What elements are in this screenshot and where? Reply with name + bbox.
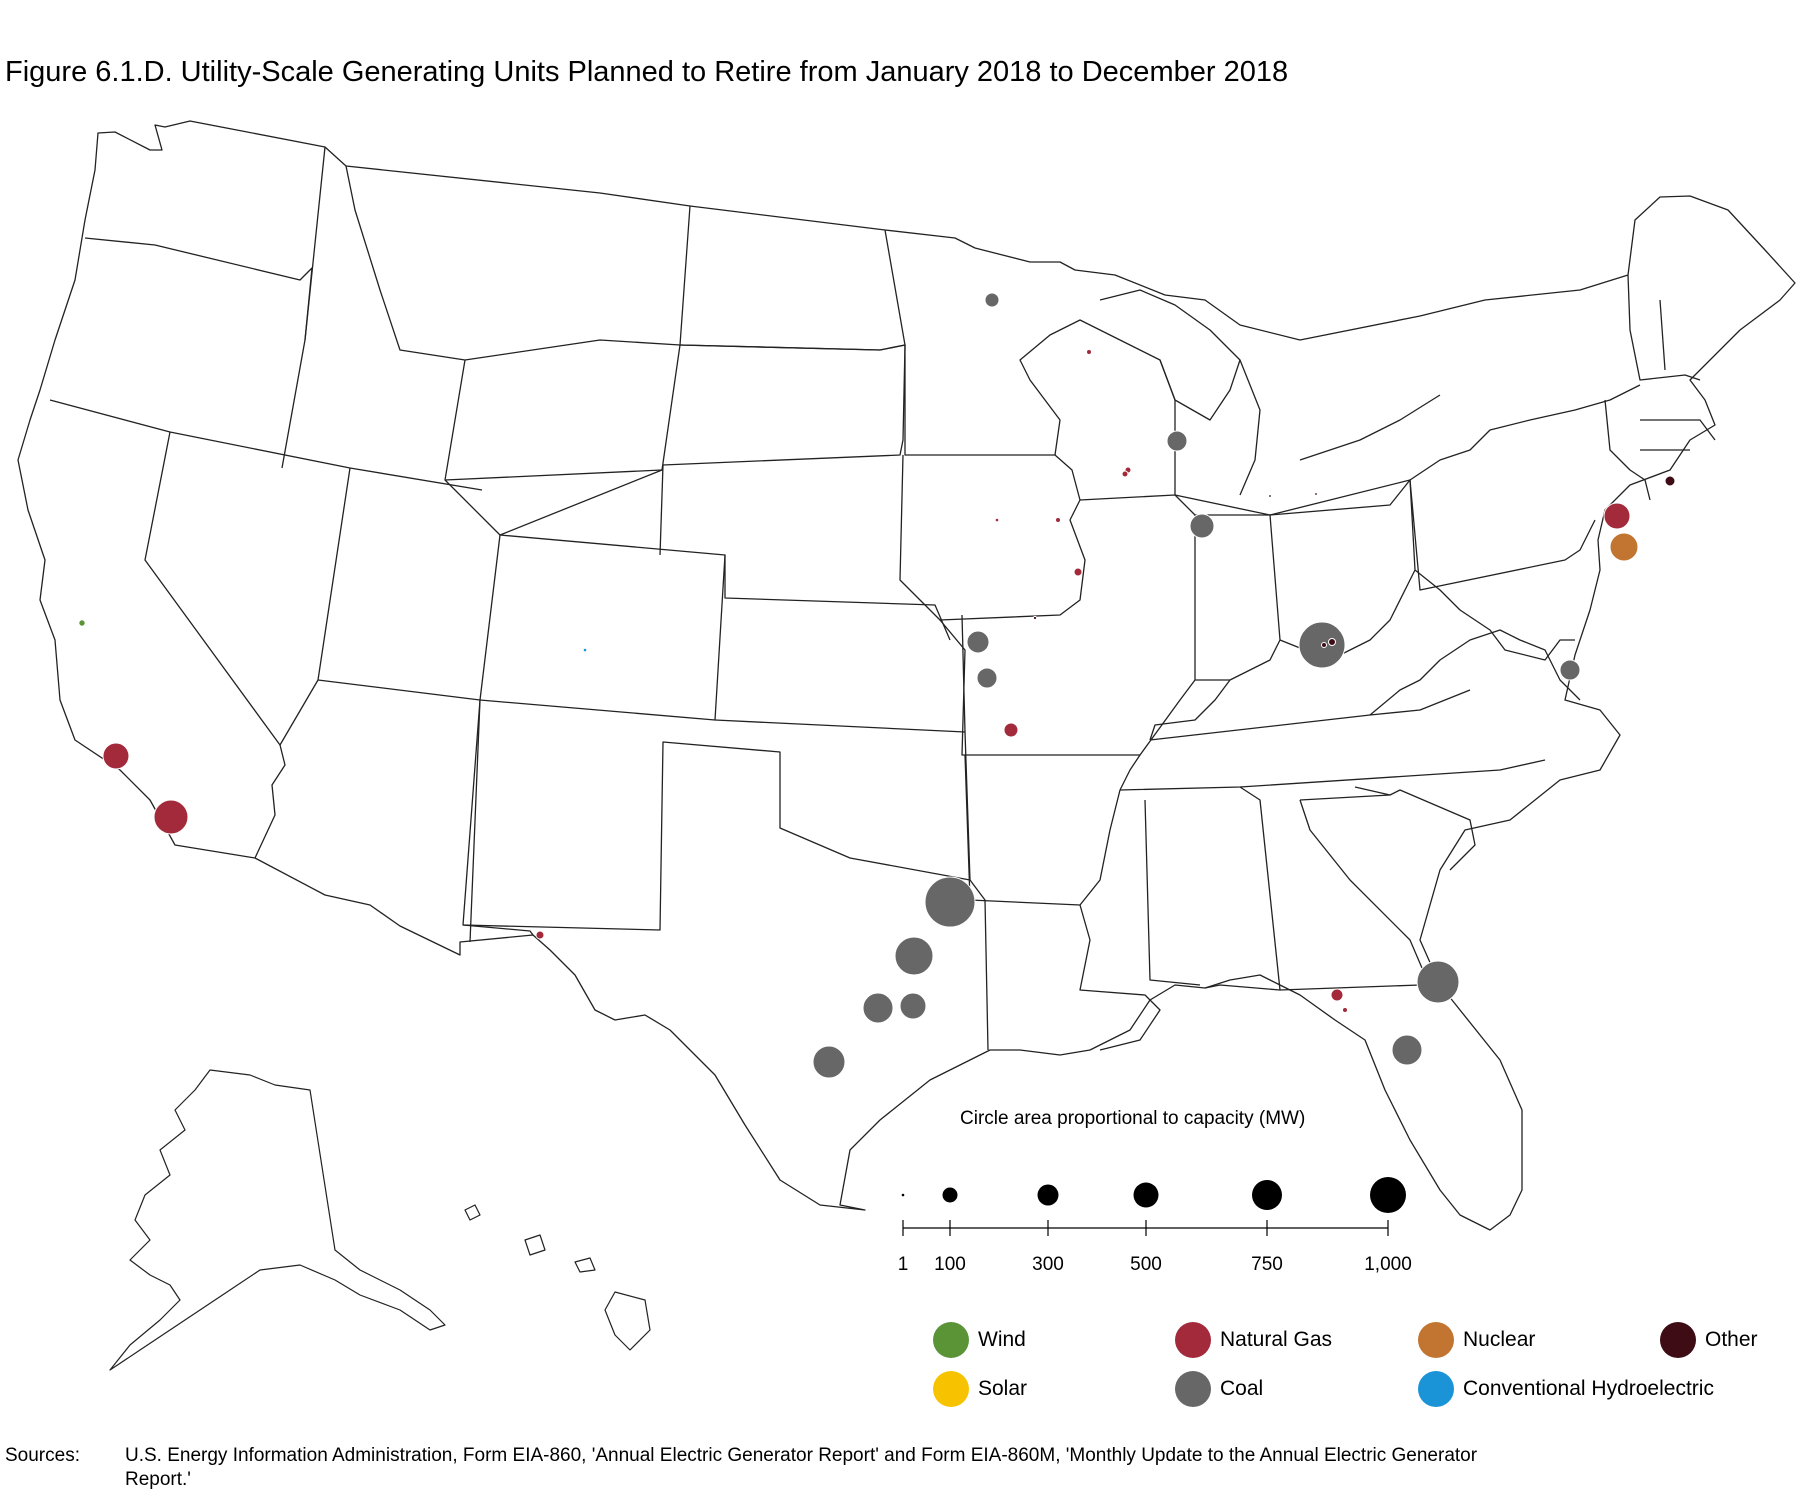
plant-natural-gas	[1055, 517, 1061, 523]
legend-item-solar: Solar	[933, 1371, 1027, 1407]
legend-swatch-hydro	[1418, 1371, 1454, 1407]
size-legend-circle-100	[942, 1187, 958, 1203]
size-legend-circle-1	[901, 1193, 905, 1197]
plant-coal	[812, 1045, 846, 1079]
plant-other	[1268, 494, 1272, 498]
plant-coal	[1189, 513, 1215, 539]
plant-natural-gas	[535, 930, 545, 940]
legend-label-hydro: Conventional Hydroelectric	[1463, 1377, 1714, 1400]
size-legend-label: 500	[1130, 1254, 1162, 1275]
plant-hydro	[582, 647, 588, 653]
plant-coal	[894, 936, 934, 976]
plant-coal	[924, 876, 976, 928]
legend-item-other: Other	[1660, 1322, 1758, 1358]
plant-other	[1328, 638, 1336, 646]
plant-natural-gas	[1330, 988, 1344, 1002]
legend-label-other: Other	[1705, 1328, 1758, 1351]
plant-natural-gas	[1121, 470, 1129, 478]
legend-swatch-natural-gas	[1175, 1322, 1211, 1358]
size-legend	[901, 1177, 1406, 1236]
legend-label-wind: Wind	[978, 1328, 1026, 1351]
plant-natural-gas	[1073, 567, 1083, 577]
plant-other	[1032, 615, 1038, 621]
plant-natural-gas	[1086, 349, 1092, 355]
plant-natural-gas	[1603, 502, 1631, 530]
size-legend-label: 100	[934, 1254, 966, 1275]
size-legend-title: Circle area proportional to capacity (MW…	[960, 1108, 1306, 1129]
plant-nuclear	[1609, 532, 1639, 562]
plant-coal	[966, 630, 990, 654]
size-legend-circle-500	[1133, 1182, 1159, 1208]
plant-wind	[78, 619, 86, 627]
sources-text: U.S. Energy Information Administration, …	[125, 1445, 1478, 1490]
plant-natural-gas	[1003, 722, 1019, 738]
plant-coal	[1391, 1034, 1423, 1066]
legend-label-coal: Coal	[1220, 1377, 1264, 1400]
legend-swatch-coal	[1175, 1371, 1211, 1407]
legend-label-solar: Solar	[978, 1377, 1028, 1400]
legend-swatch-solar	[933, 1371, 969, 1407]
size-legend-circle-1000	[1370, 1177, 1406, 1213]
size-legend-label: 1	[897, 1254, 909, 1275]
size-legend-label: 1,000	[1364, 1254, 1412, 1275]
plant-natural-gas	[994, 517, 1000, 523]
state-boundaries	[17, 120, 1796, 1231]
plant-other	[1321, 642, 1327, 648]
legend-item-hydro: Conventional Hydroelectric	[1418, 1371, 1714, 1407]
size-legend-ticks	[902, 1220, 1389, 1236]
legend-item-wind: Wind	[933, 1322, 1026, 1358]
size-legend-label: 750	[1251, 1254, 1283, 1275]
plant-coal	[899, 992, 927, 1020]
plant-markers	[78, 292, 1676, 1079]
legend-item-coal: Coal	[1175, 1371, 1263, 1407]
size-legend-circle-750	[1252, 1180, 1282, 1210]
legend-item-nuclear: Nuclear	[1418, 1322, 1535, 1358]
plant-coal	[1559, 659, 1581, 681]
alaska-hawaii-outlines	[109, 1069, 651, 1371]
plant-coal	[984, 292, 1000, 308]
legend-swatch-other	[1660, 1322, 1696, 1358]
size-legend-circle-300	[1037, 1184, 1059, 1206]
plant-natural-gas	[1342, 1007, 1348, 1013]
figure-title: Figure 6.1.D. Utility-Scale Generating U…	[5, 56, 1289, 88]
plant-coal	[976, 667, 998, 689]
size-legend-label: 300	[1032, 1254, 1064, 1275]
legend-item-natural-gas: Natural Gas	[1175, 1322, 1332, 1358]
legend-swatch-nuclear	[1418, 1322, 1454, 1358]
plant-natural-gas	[102, 742, 130, 770]
plant-coal	[1416, 960, 1460, 1004]
legend-swatch-wind	[933, 1322, 969, 1358]
us-outline	[17, 120, 1796, 1231]
plant-coal	[1166, 430, 1188, 452]
hawaii-islands	[464, 1204, 651, 1351]
plant-natural-gas	[153, 799, 189, 835]
legend-label-natural-gas: Natural Gas	[1220, 1328, 1333, 1351]
plant-other	[1314, 492, 1318, 496]
plant-other	[1664, 475, 1676, 487]
plant-coal	[862, 992, 894, 1024]
legend-label-nuclear: Nuclear	[1463, 1328, 1536, 1351]
sources-label: Sources:	[5, 1445, 80, 1466]
alaska-outline	[109, 1069, 446, 1371]
